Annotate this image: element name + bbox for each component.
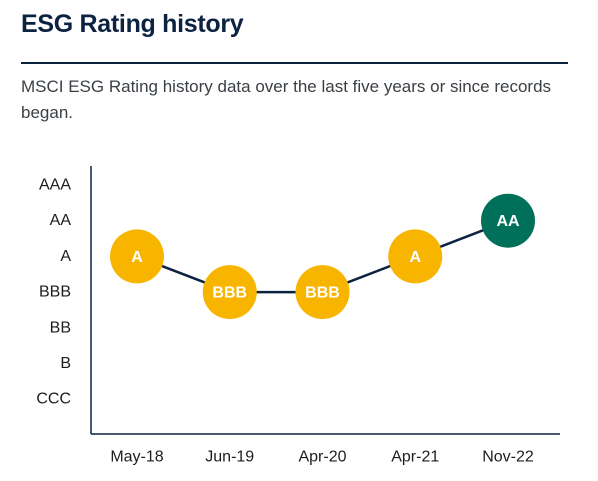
x-tick-label: Apr-21 [391,449,439,466]
y-tick-label: BB [50,319,71,336]
y-tick-label: B [60,355,71,372]
rating-point [202,265,257,320]
y-tick-label: AAA [39,177,71,194]
rating-point-label: A [409,249,421,266]
chart-title: ESG Rating history [21,10,244,38]
y-tick-label: AA [50,212,72,229]
y-tick-label: A [60,248,71,265]
rating-point-label: BBB [305,285,340,302]
rating-point [388,229,443,284]
title-divider [21,62,568,64]
chart-subtitle: MSCI ESG Rating history data over the la… [21,77,552,122]
rating-point-label: BBB [212,285,247,302]
y-tick-label: BBB [39,284,71,301]
x-tick-label: Jun-19 [205,449,254,466]
rating-point [295,265,350,320]
x-tick-label: May-18 [110,449,163,466]
latest-rating-point [481,193,535,248]
rating-point [110,229,164,284]
y-tick-label: CCC [36,391,71,408]
rating-point-label: AA [496,213,520,230]
x-axis-tick-labels: May-18 Jun-19 Apr-20 Apr-21 Nov-22 [110,449,534,466]
chart-axes [90,166,560,435]
x-tick-label: Apr-20 [298,449,346,466]
rating-point-label: A [131,249,143,266]
x-tick-label: Nov-22 [482,449,534,466]
